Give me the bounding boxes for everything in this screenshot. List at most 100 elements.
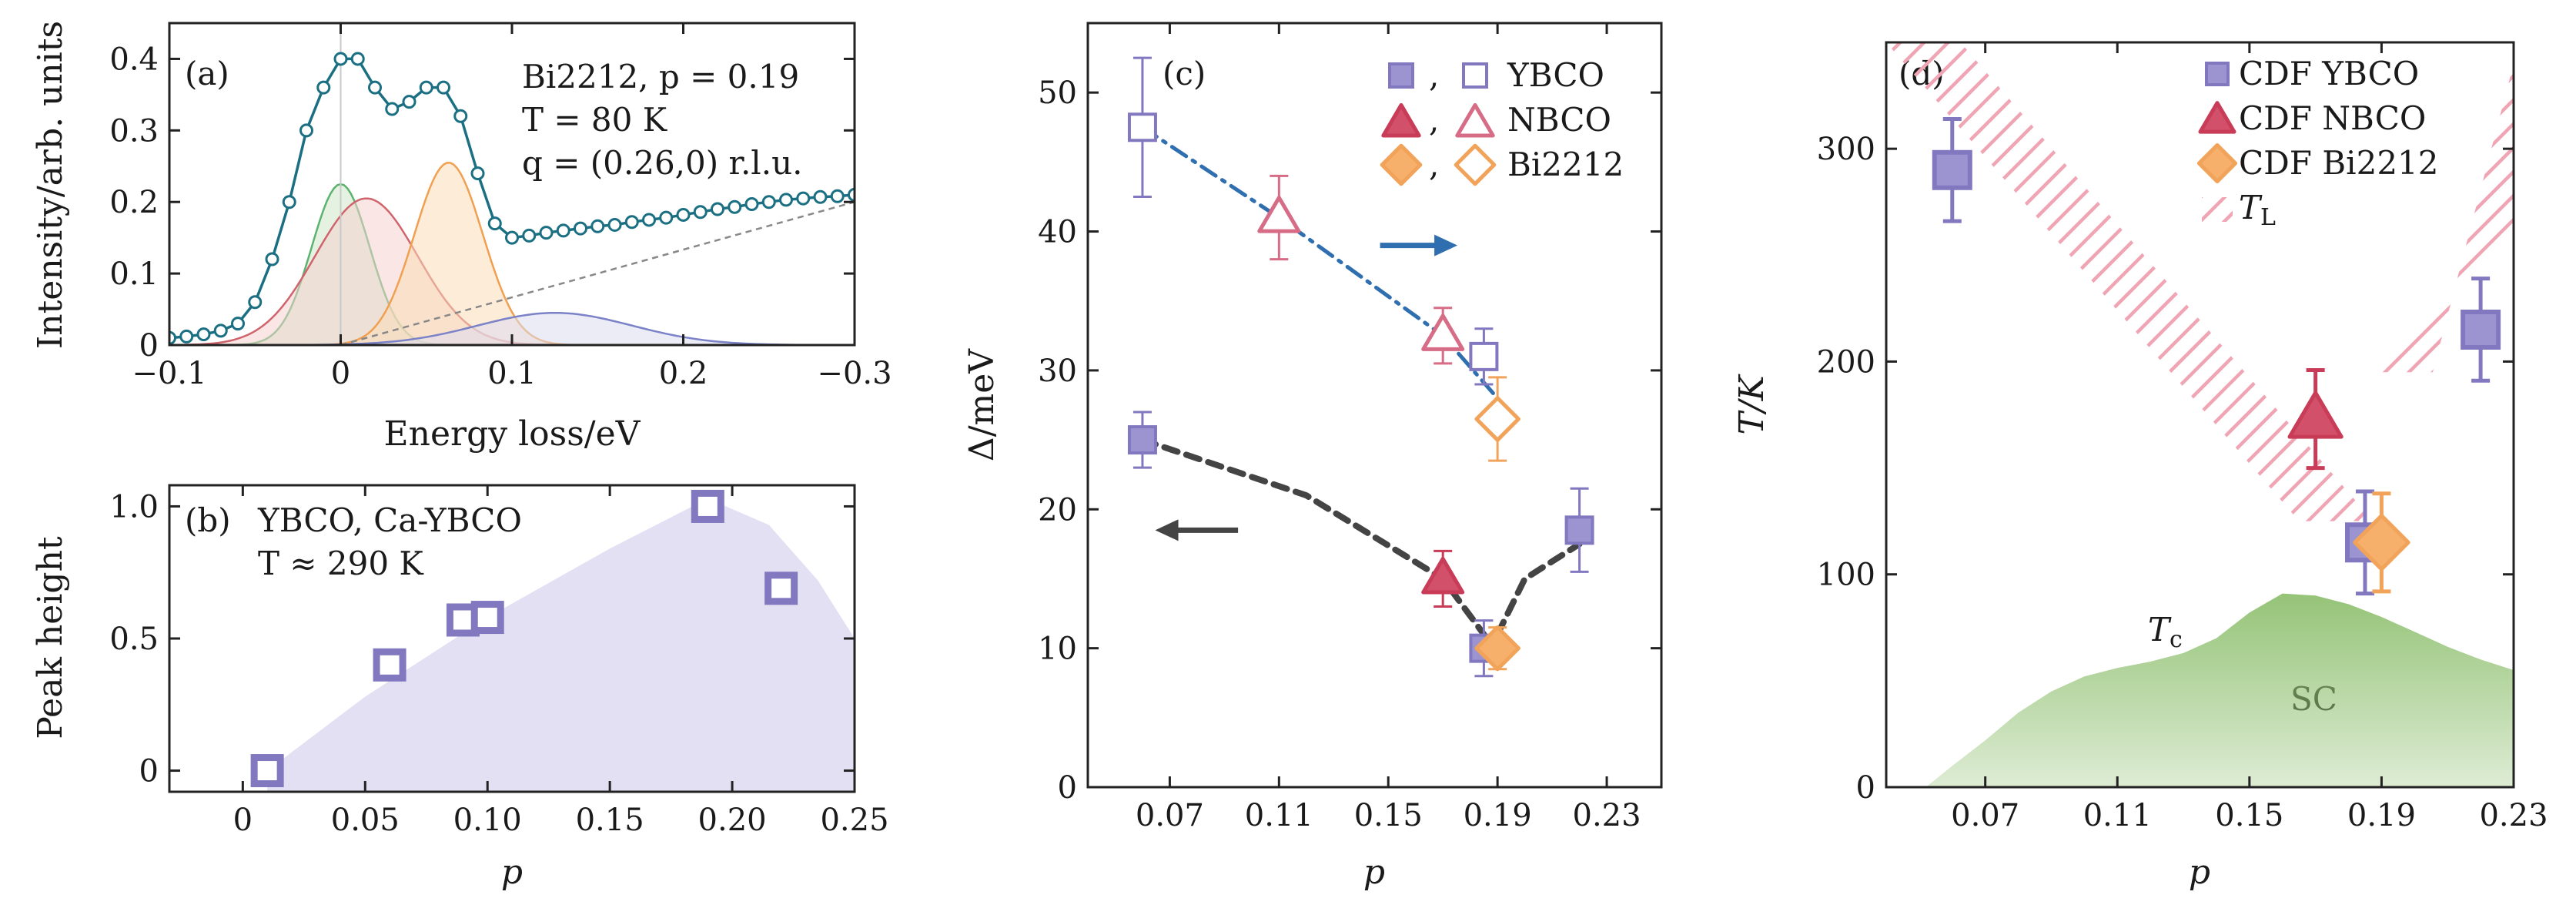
data-point bbox=[522, 228, 537, 243]
panel-a: (a) Bi2212, p = 0.19 T = 80 K q = (0.26,… bbox=[31, 21, 803, 454]
panel-b-ytick-ticklabel: 0 bbox=[139, 754, 159, 789]
legend-d-label-tl: TL bbox=[2239, 189, 2276, 231]
filled-triangle-nbco bbox=[1421, 557, 1465, 595]
data-point bbox=[213, 323, 228, 338]
gaussian-curve bbox=[169, 162, 855, 345]
panel-d-xtick-ticklabel: 0.15 bbox=[2215, 798, 2283, 833]
data-point bbox=[693, 205, 708, 220]
panel-a-xticklabel: 0.2 bbox=[659, 356, 708, 391]
data-point bbox=[316, 80, 331, 95]
filled-square-ybco bbox=[1564, 515, 1594, 545]
panel-d-xlabel: p bbox=[2189, 853, 2210, 892]
data-point bbox=[642, 213, 656, 227]
panel-b-ylabel: Peak height bbox=[31, 536, 70, 739]
chart-marks: −0.1 0 0.1 0.2 −0.300.10.20.30.40 0.05 0.10 0.1… bbox=[109, 22, 2548, 838]
data-point bbox=[505, 230, 519, 245]
tc-label: Tc bbox=[2148, 611, 2183, 653]
legend-c-label-ybco: YBCO bbox=[1507, 56, 1604, 94]
cdf-nbco-point bbox=[2287, 390, 2343, 439]
legend-c-sep-2: , bbox=[1429, 101, 1439, 139]
data-point bbox=[299, 123, 313, 138]
data-point bbox=[231, 317, 245, 331]
panel-c-ylabel: Δ/meV bbox=[962, 348, 1002, 461]
panel-a-plot bbox=[169, 23, 855, 345]
panel-c-label: (c) bbox=[1163, 55, 1206, 92]
open-square-ybco bbox=[1127, 112, 1157, 142]
cdf-ybco-point bbox=[2461, 309, 2501, 350]
data-point bbox=[744, 197, 759, 212]
data-point bbox=[368, 80, 382, 95]
panel-c-xtick-ticklabel: 0.19 bbox=[1464, 798, 1532, 833]
legend-d-diamond bbox=[2196, 142, 2238, 184]
panel-c-xlabel: p bbox=[1363, 853, 1385, 892]
panel-a-annotation-3: q = (0.26,0) r.l.u. bbox=[522, 144, 803, 182]
data-point bbox=[419, 80, 433, 95]
legend-c-filled-diamond bbox=[1380, 143, 1423, 186]
legend-c-label-nbco: NBCO bbox=[1507, 101, 1611, 139]
data-point bbox=[590, 219, 605, 233]
tl-band-main bbox=[1886, 42, 2374, 521]
panel-c-xtick-ticklabel: 0.23 bbox=[1573, 798, 1641, 833]
data-point bbox=[607, 217, 622, 232]
open-triangle-nbco bbox=[1257, 196, 1301, 233]
trend-lower bbox=[1139, 437, 1487, 638]
data-point bbox=[728, 199, 742, 214]
data-point bbox=[779, 193, 793, 207]
panel-c-frame bbox=[1086, 22, 1663, 789]
data-point bbox=[169, 330, 176, 345]
panel-b: (b) YBCO, Ca-YBCO T ≈ 290 K p Peak heigh… bbox=[31, 501, 523, 892]
ybco-point bbox=[250, 754, 284, 788]
data-point bbox=[453, 109, 468, 123]
data-point bbox=[487, 216, 502, 231]
arrow-right-head bbox=[1434, 234, 1458, 256]
cdf-bi2212-point bbox=[2353, 514, 2410, 571]
panel-c-xtick-ticklabel: 0.15 bbox=[1354, 798, 1423, 833]
arrow-left-head bbox=[1155, 519, 1179, 541]
panel-c-ytick-ticklabel: 0 bbox=[1058, 770, 1077, 806]
panel-b-ytick-ticklabel: 1.0 bbox=[109, 489, 159, 525]
sc-dome bbox=[1925, 593, 2514, 787]
data-point bbox=[333, 52, 348, 66]
panel-b-xtick-ticklabel: 0.15 bbox=[576, 803, 644, 838]
data-point bbox=[350, 52, 365, 66]
legend-d-square bbox=[2205, 62, 2230, 86]
panel-d-frame bbox=[1885, 41, 2515, 789]
legend-c-open-square bbox=[1462, 62, 1488, 89]
panel-b-xtick-ticklabel: 0.25 bbox=[820, 803, 888, 838]
panel-c-plot bbox=[1139, 125, 1583, 638]
panel-c-xtick-ticklabel: 0.07 bbox=[1136, 798, 1204, 833]
data-point bbox=[539, 226, 554, 240]
panel-d-xtick-ticklabel: 0.11 bbox=[2083, 798, 2152, 833]
gaussian-area bbox=[169, 313, 855, 345]
panel-a-annotation-1: Bi2212, p = 0.19 bbox=[522, 58, 799, 96]
filled-diamond-bi2212 bbox=[1474, 625, 1521, 672]
peak-height-shade bbox=[267, 498, 855, 792]
trend-upper bbox=[1140, 125, 1500, 401]
panel-b-annotation-1: YBCO, Ca-YBCO bbox=[257, 501, 522, 539]
panel-c-xtick-ticklabel: 0.11 bbox=[1245, 798, 1313, 833]
panel-b-xtick-ticklabel: 0.20 bbox=[698, 803, 767, 838]
ybco-point bbox=[373, 648, 406, 682]
data-point bbox=[761, 195, 776, 209]
legend-c-sep-1: , bbox=[1429, 56, 1439, 94]
legend-c-filled-triangle bbox=[1381, 102, 1421, 138]
data-point bbox=[813, 189, 828, 204]
panel-c-ytick-ticklabel: 50 bbox=[1038, 75, 1077, 111]
data-point bbox=[711, 202, 724, 216]
data-point bbox=[624, 215, 639, 230]
panel-d-ylabel: T/K bbox=[1732, 374, 1771, 434]
legend-c-open-triangle bbox=[1455, 102, 1495, 138]
panel-d-xtick-ticklabel: 0.23 bbox=[2479, 798, 2548, 833]
panel-a-ylabel: Intensity/arb. units bbox=[31, 21, 70, 349]
panel-d: (d) p T/K CDF YBCO CDF NBCO CDF Bi2212 T… bbox=[1732, 55, 2439, 892]
legend-d-label-nbco: CDF NBCO bbox=[2239, 99, 2426, 137]
panel-b-xlabel: p bbox=[501, 853, 523, 892]
panel-a-ytick-ticklabel: 0.4 bbox=[109, 42, 159, 77]
data-point bbox=[385, 102, 400, 116]
legend-c-label-bi2212: Bi2212 bbox=[1507, 146, 1624, 183]
panel-a-xticklabel: −0.1 bbox=[132, 356, 206, 391]
panel-a-label: (a) bbox=[185, 55, 229, 92]
panel-d-ytick-ticklabel: 200 bbox=[1817, 344, 1875, 380]
